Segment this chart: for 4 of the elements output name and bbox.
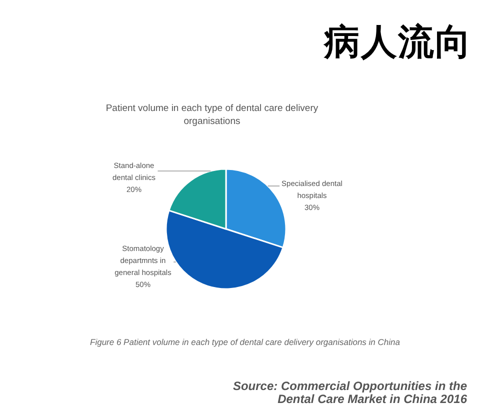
subtitle: Patient volume in each type of dental care delivery organisations [104, 102, 320, 128]
annotation: Figure 6 Patient volume in each type of dental care delivery organisations in China [89, 336, 401, 348]
annotation: Source: Commercial Opportunities in the Dental Care Market in China 2016 [232, 380, 467, 406]
title: 病人流向 [324, 24, 472, 60]
